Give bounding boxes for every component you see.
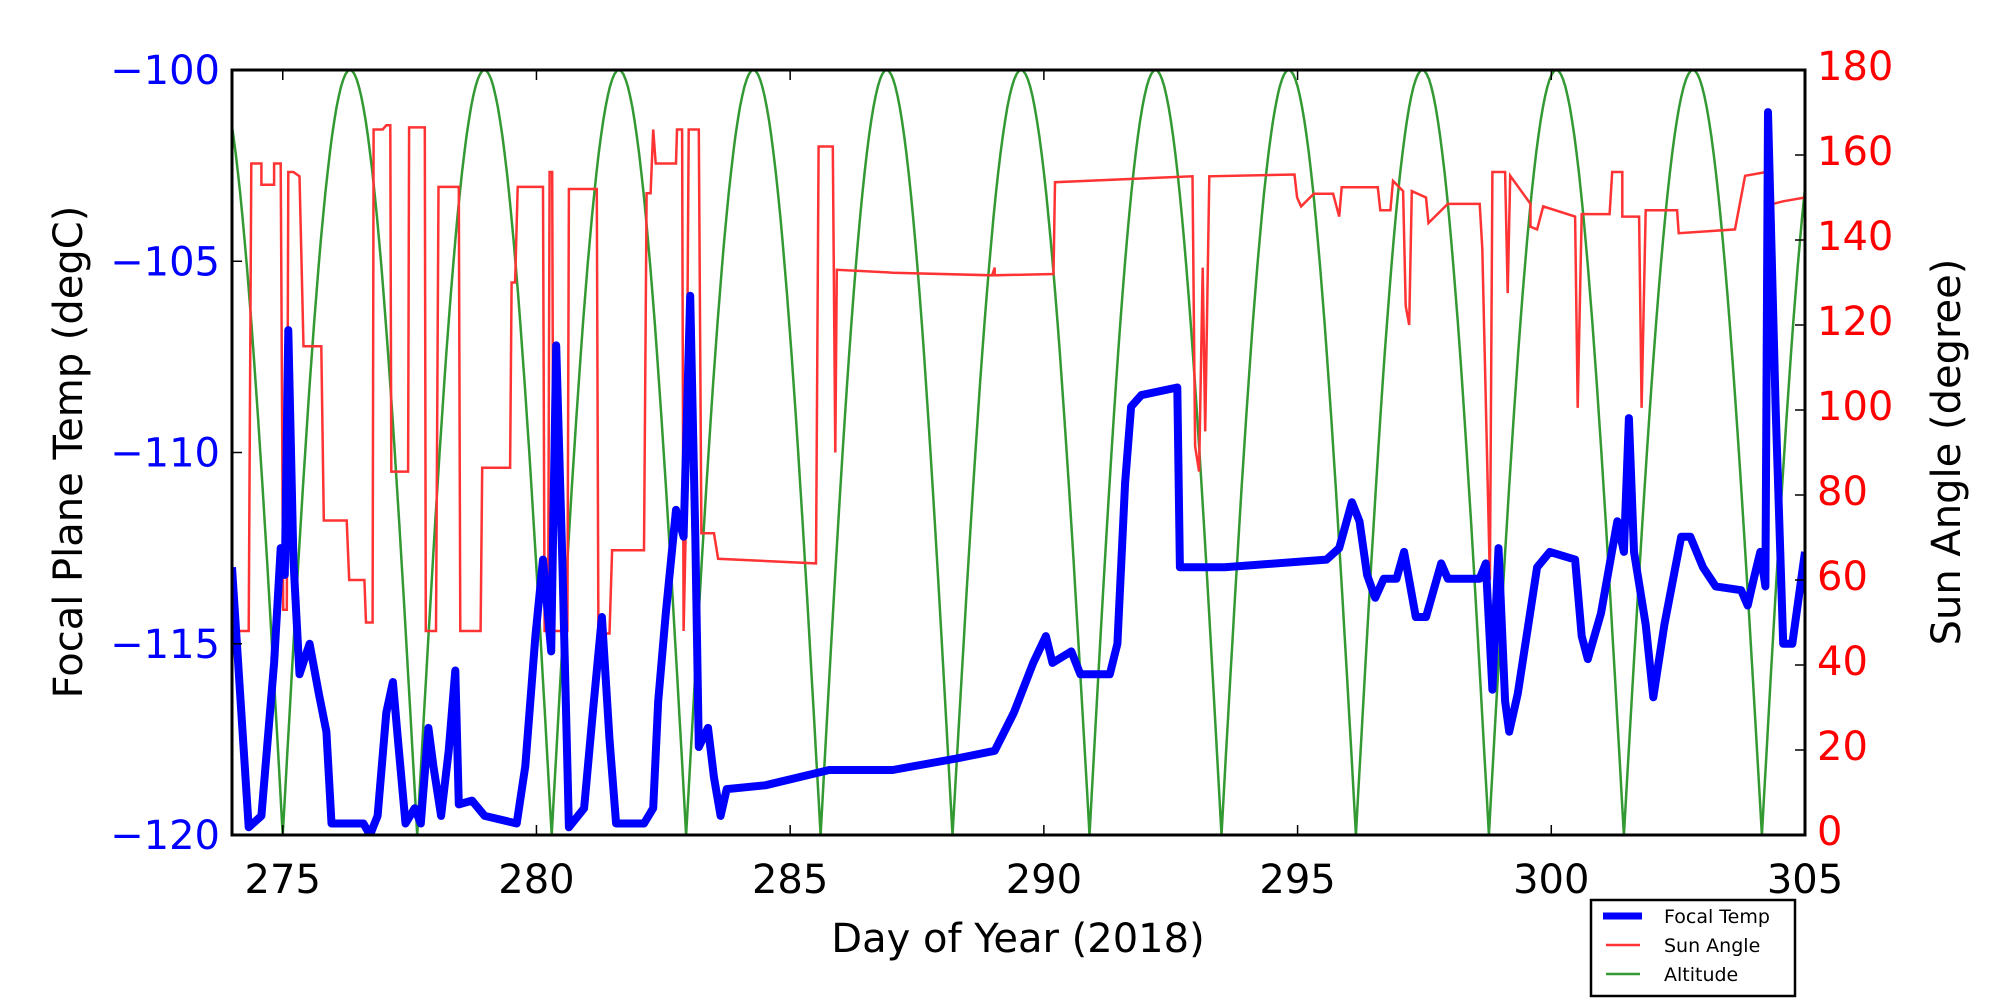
y-axis-right-label: Sun Angle (degree) [1924, 259, 1970, 646]
y-right-tick-label: 140 [1817, 214, 1893, 260]
axis-ticks: 275 280 285 290 295 300 305 −120 −115 −110 −105 −10… [110, 44, 1893, 903]
x-tick-label: 285 [752, 857, 828, 903]
y-right-tick-label: 80 [1817, 469, 1868, 515]
y-axis-left-label: Focal Plane Temp (degC) [46, 206, 92, 699]
y-right-tick-label: 100 [1817, 384, 1893, 430]
y-right-tick-label: 160 [1817, 129, 1893, 175]
x-tick-label: 275 [245, 857, 321, 903]
y-left-tick-label: −120 [110, 813, 220, 859]
legend-label-focal-temp: Focal Temp [1664, 906, 1770, 928]
legend-label-altitude: Altitude [1664, 964, 1738, 986]
series-sun-angle-line [232, 124, 1805, 635]
plot-area [232, 70, 1805, 835]
x-tick-label: 305 [1767, 857, 1843, 903]
x-tick-label: 300 [1513, 857, 1589, 903]
y-left-tick-label: −115 [110, 622, 220, 668]
y-right-tick-label: 180 [1817, 44, 1893, 90]
y-right-tick-label: 20 [1817, 724, 1868, 770]
y-right-tick-label: 40 [1817, 639, 1868, 685]
legend-label-sun-angle: Sun Angle [1664, 935, 1760, 957]
y-right-tick-label: 60 [1817, 554, 1868, 600]
y-left-tick-label: −105 [110, 239, 220, 285]
y-right-tick-label: 0 [1817, 809, 1842, 855]
series-focal-temp-line [232, 108, 1805, 835]
legend: Focal Temp Sun Angle Altitude [1589, 898, 1797, 998]
x-tick-label: 280 [498, 857, 574, 903]
series-altitude-line [232, 70, 1805, 835]
y-right-tick-label: 120 [1817, 299, 1893, 345]
y-left-tick-label: −100 [110, 48, 220, 94]
x-axis-label: Day of Year (2018) [831, 916, 1204, 962]
y-left-tick-label: −110 [110, 431, 220, 477]
x-tick-label: 295 [1259, 857, 1335, 903]
plot-frame [230, 68, 1807, 837]
x-tick-label: 290 [1006, 857, 1082, 903]
